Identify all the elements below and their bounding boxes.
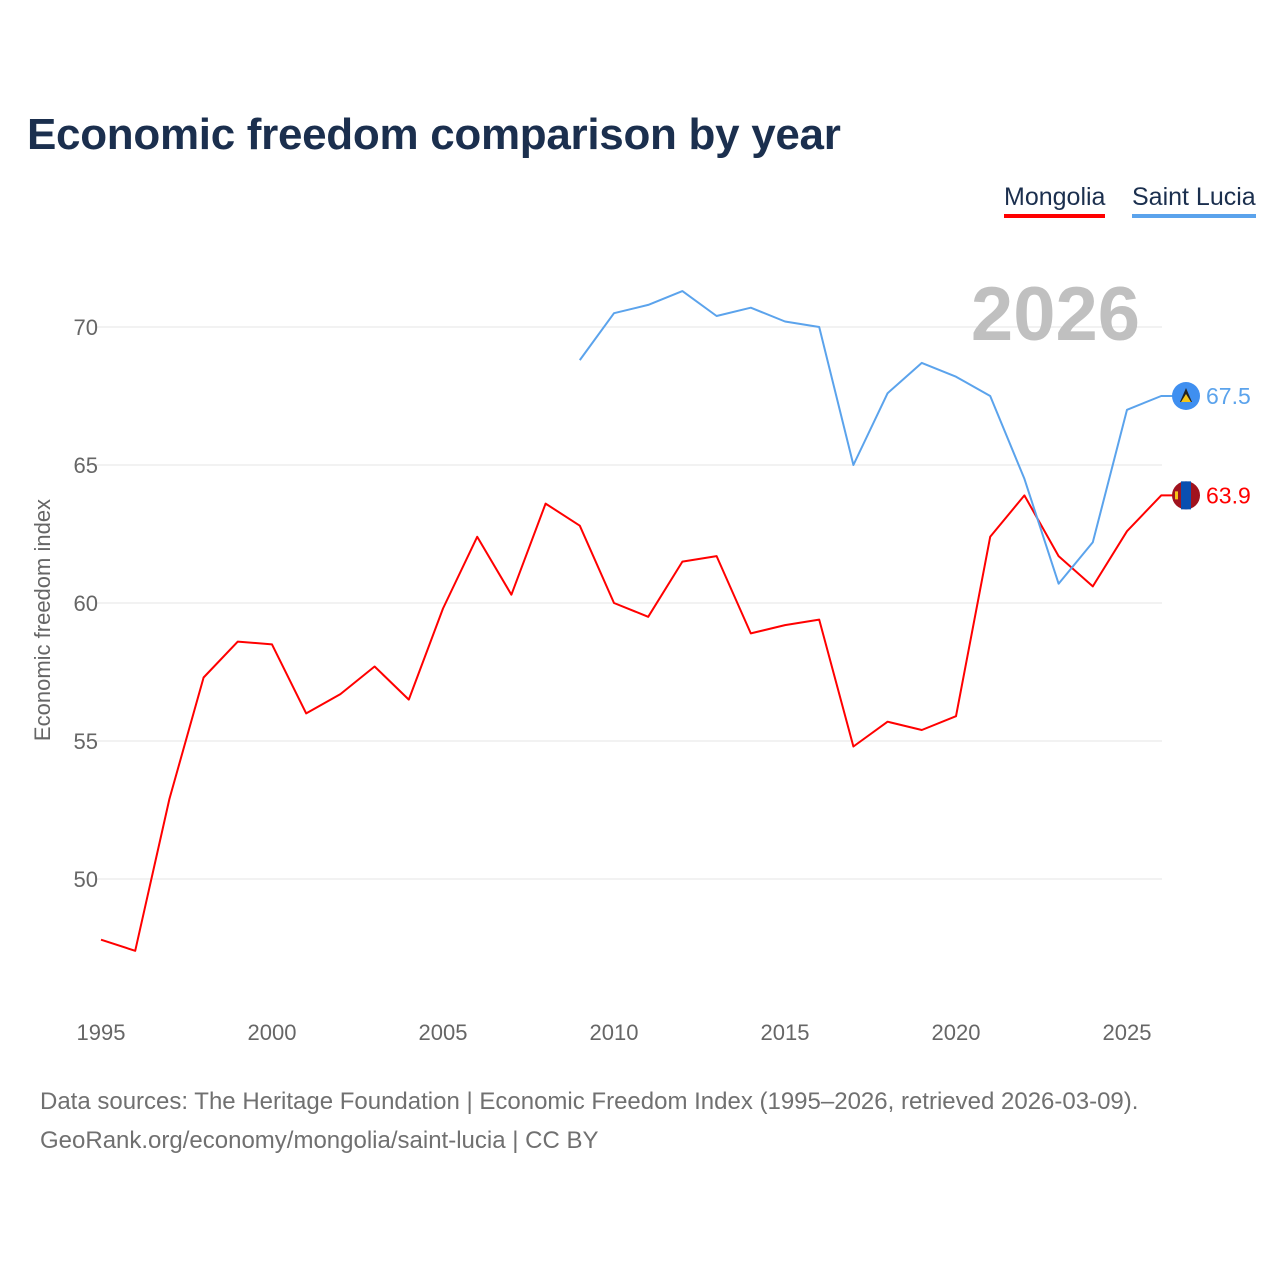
current-year-watermark: 2026: [971, 272, 1140, 357]
y-tick-label: 70: [74, 315, 98, 340]
soyombo-icon: [1175, 491, 1178, 500]
chart-title: Economic freedom comparison by year: [27, 110, 841, 159]
legend-mongolia[interactable]: Mongolia: [1004, 183, 1106, 218]
x-tick-label: 2025: [1103, 1020, 1152, 1045]
source-url: GeoRank.org/economy/mongolia/saint-lucia…: [40, 1127, 599, 1154]
series-line-saint-lucia: [578, 290, 1186, 585]
y-tick-label: 60: [74, 591, 98, 616]
end-value-label: 67.5: [1206, 383, 1251, 409]
flag-triangle-icon: [1181, 394, 1191, 402]
legend-saint-lucia[interactable]: Saint Lucia: [1132, 183, 1256, 218]
y-tick-label: 55: [74, 729, 98, 754]
flag-stripe-icon: [1181, 481, 1191, 510]
source-note: Data sources: The Heritage Foundation | …: [40, 1088, 1139, 1115]
x-tick-label: 2015: [761, 1020, 810, 1045]
x-tick-label: 1995: [77, 1020, 126, 1045]
x-tick-label: 2000: [248, 1020, 297, 1045]
x-tick-label: 2020: [932, 1020, 981, 1045]
x-tick-label: 2010: [590, 1020, 639, 1045]
y-axis-label: Economic freedom index: [30, 499, 55, 741]
y-tick-label: 50: [74, 867, 98, 892]
end-value-label: 63.9: [1206, 482, 1251, 508]
x-tick-label: 2005: [419, 1020, 468, 1045]
y-tick-label: 65: [74, 453, 98, 478]
series-line-mongolia: [100, 494, 1186, 952]
